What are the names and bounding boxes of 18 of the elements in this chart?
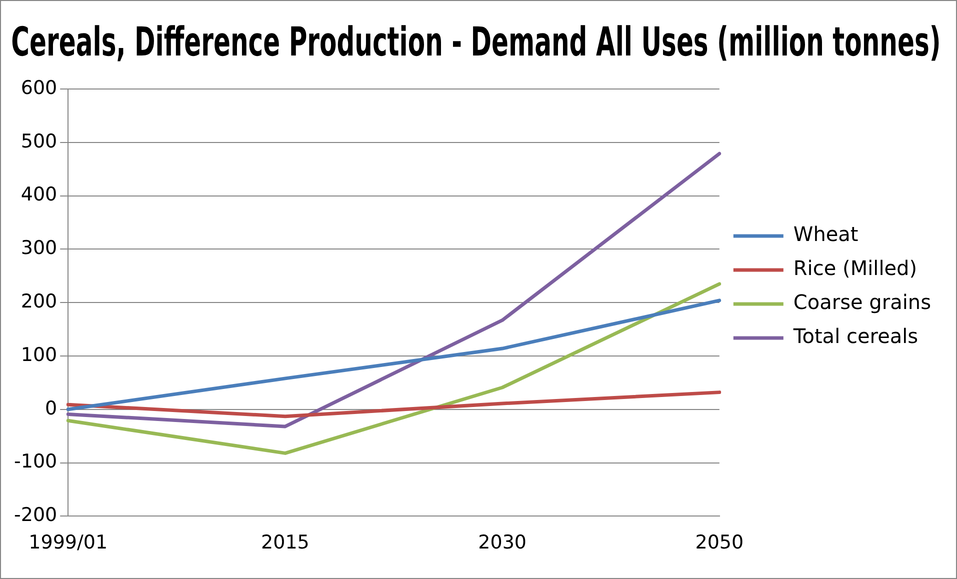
y-tick-label: -100 — [14, 450, 58, 473]
y-tick-label: 200 — [20, 290, 58, 313]
y-tick-label: 100 — [20, 344, 58, 366]
legend-label: Wheat — [793, 222, 858, 246]
y-tick-label: 600 — [20, 76, 58, 99]
legend-label: Rice (Milled) — [793, 256, 918, 280]
x-tick-label: 2015 — [261, 532, 310, 554]
x-tick-label: 2030 — [478, 532, 526, 554]
y-tick-label: 500 — [20, 130, 58, 152]
chart-title: Cereals, Difference Production - Demand All Uses (million tonnes) — [11, 18, 941, 65]
x-tick-label: 2050 — [695, 532, 744, 554]
x-tick-label: 1999/01 — [28, 532, 108, 554]
y-tick-label: 400 — [20, 184, 58, 206]
y-tick-label: -200 — [14, 504, 58, 526]
legend-label: Coarse grains — [793, 290, 932, 314]
legend-label: Total cereals — [792, 324, 918, 348]
y-tick-label: 0 — [45, 397, 58, 420]
y-tick-label: 300 — [20, 237, 58, 260]
